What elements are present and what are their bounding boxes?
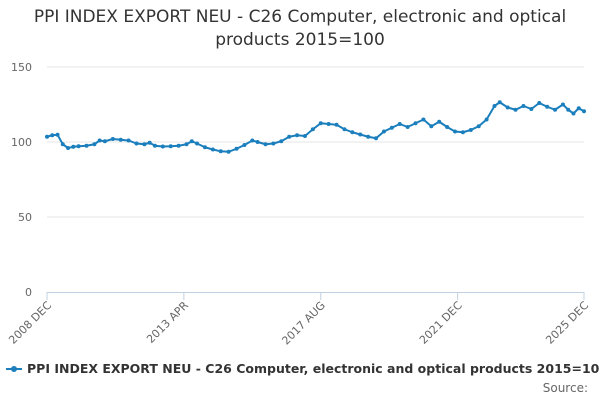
data-point[interactable] (576, 106, 581, 111)
series-layer (45, 100, 586, 154)
data-point[interactable] (560, 102, 565, 107)
data-point[interactable] (334, 122, 339, 127)
data-point[interactable] (279, 139, 284, 144)
data-point[interactable] (189, 139, 194, 144)
legend[interactable]: PPI INDEX EXPORT NEU - C26 Computer, ele… (6, 361, 600, 376)
data-point[interactable] (476, 124, 481, 129)
data-point[interactable] (160, 144, 165, 149)
data-point[interactable] (545, 104, 550, 109)
data-point[interactable] (389, 125, 394, 130)
data-point[interactable] (255, 140, 260, 144)
data-point[interactable] (250, 138, 255, 143)
data-point[interactable] (92, 142, 97, 147)
data-point[interactable] (226, 149, 231, 154)
legend-line-icon (6, 364, 22, 374)
data-point[interactable] (60, 142, 65, 147)
data-point[interactable] (513, 107, 518, 112)
data-point[interactable] (350, 130, 355, 135)
series-line (46, 101, 585, 153)
x-tick-label: 2008 DEC (6, 299, 54, 347)
data-point[interactable] (453, 129, 458, 134)
data-point[interactable] (45, 134, 49, 139)
data-point[interactable] (529, 107, 534, 111)
data-point[interactable] (168, 144, 173, 149)
data-point[interactable] (397, 122, 402, 126)
data-point[interactable] (445, 125, 450, 129)
data-point[interactable] (263, 142, 268, 147)
data-point[interactable] (66, 146, 71, 150)
x-tick-label: 2017 AUG (279, 299, 328, 348)
data-point[interactable] (358, 132, 363, 137)
data-point[interactable] (484, 117, 489, 122)
y-tick-label: 100 (11, 136, 32, 149)
data-point[interactable] (76, 144, 81, 149)
data-point[interactable] (553, 107, 558, 112)
data-point[interactable] (537, 101, 542, 105)
data-point[interactable] (366, 134, 371, 139)
data-point[interactable] (413, 121, 418, 126)
data-point[interactable] (505, 105, 510, 110)
data-point[interactable] (429, 124, 434, 129)
data-point[interactable] (421, 117, 426, 122)
data-point[interactable] (318, 121, 323, 126)
data-point[interactable] (184, 142, 189, 147)
data-point[interactable] (342, 127, 347, 132)
x-tick-label: 2025 DEC (543, 299, 591, 347)
data-point[interactable] (492, 104, 497, 108)
data-point[interactable] (381, 129, 386, 134)
data-point[interactable] (142, 142, 147, 147)
data-point[interactable] (71, 144, 76, 149)
data-point[interactable] (460, 130, 465, 135)
data-point[interactable] (147, 140, 152, 145)
data-point[interactable] (242, 143, 247, 147)
data-point[interactable] (566, 107, 571, 112)
data-point[interactable] (326, 122, 331, 126)
data-point[interactable] (84, 143, 89, 148)
data-point[interactable] (302, 134, 307, 138)
y-tick-label: 150 (11, 61, 32, 74)
data-point[interactable] (202, 145, 207, 150)
data-point[interactable] (234, 146, 239, 151)
data-point[interactable] (218, 149, 223, 154)
data-point[interactable] (110, 137, 115, 141)
source-label: Source: (542, 381, 588, 395)
data-point[interactable] (295, 133, 300, 138)
y-tick-label: 0 (25, 286, 32, 299)
data-point[interactable] (582, 109, 586, 114)
data-point[interactable] (571, 111, 576, 116)
data-point[interactable] (210, 147, 215, 152)
data-point[interactable] (102, 139, 107, 144)
y-axis-ticks: 0 50 100 150 (11, 61, 32, 299)
data-point[interactable] (134, 141, 139, 146)
data-point[interactable] (176, 143, 181, 148)
chart-title: PPI INDEX EXPORT NEU - C26 Computer, ele… (33, 7, 567, 50)
data-point[interactable] (521, 104, 526, 108)
data-point[interactable] (97, 138, 102, 143)
data-point[interactable] (497, 100, 502, 105)
x-axis: 2008 DEC 2013 APR 2017 AUG 2021 DEC 2025 DEC (6, 292, 591, 347)
data-point[interactable] (152, 143, 157, 148)
data-point[interactable] (55, 132, 60, 137)
data-point[interactable] (50, 133, 55, 138)
data-point[interactable] (195, 141, 200, 146)
data-point[interactable] (126, 138, 131, 143)
x-tick-label: 2013 APR (144, 299, 191, 346)
data-point[interactable] (405, 125, 410, 129)
data-point[interactable] (468, 128, 473, 132)
data-point[interactable] (437, 119, 442, 124)
data-point[interactable] (310, 127, 315, 132)
data-point[interactable] (374, 136, 379, 141)
legend-label: PPI INDEX EXPORT NEU - C26 Computer, ele… (27, 361, 600, 376)
data-point[interactable] (287, 134, 292, 139)
y-tick-label: 50 (18, 211, 32, 224)
data-point[interactable] (118, 137, 123, 142)
x-tick-label: 2021 DEC (417, 299, 465, 347)
data-point[interactable] (271, 141, 276, 146)
